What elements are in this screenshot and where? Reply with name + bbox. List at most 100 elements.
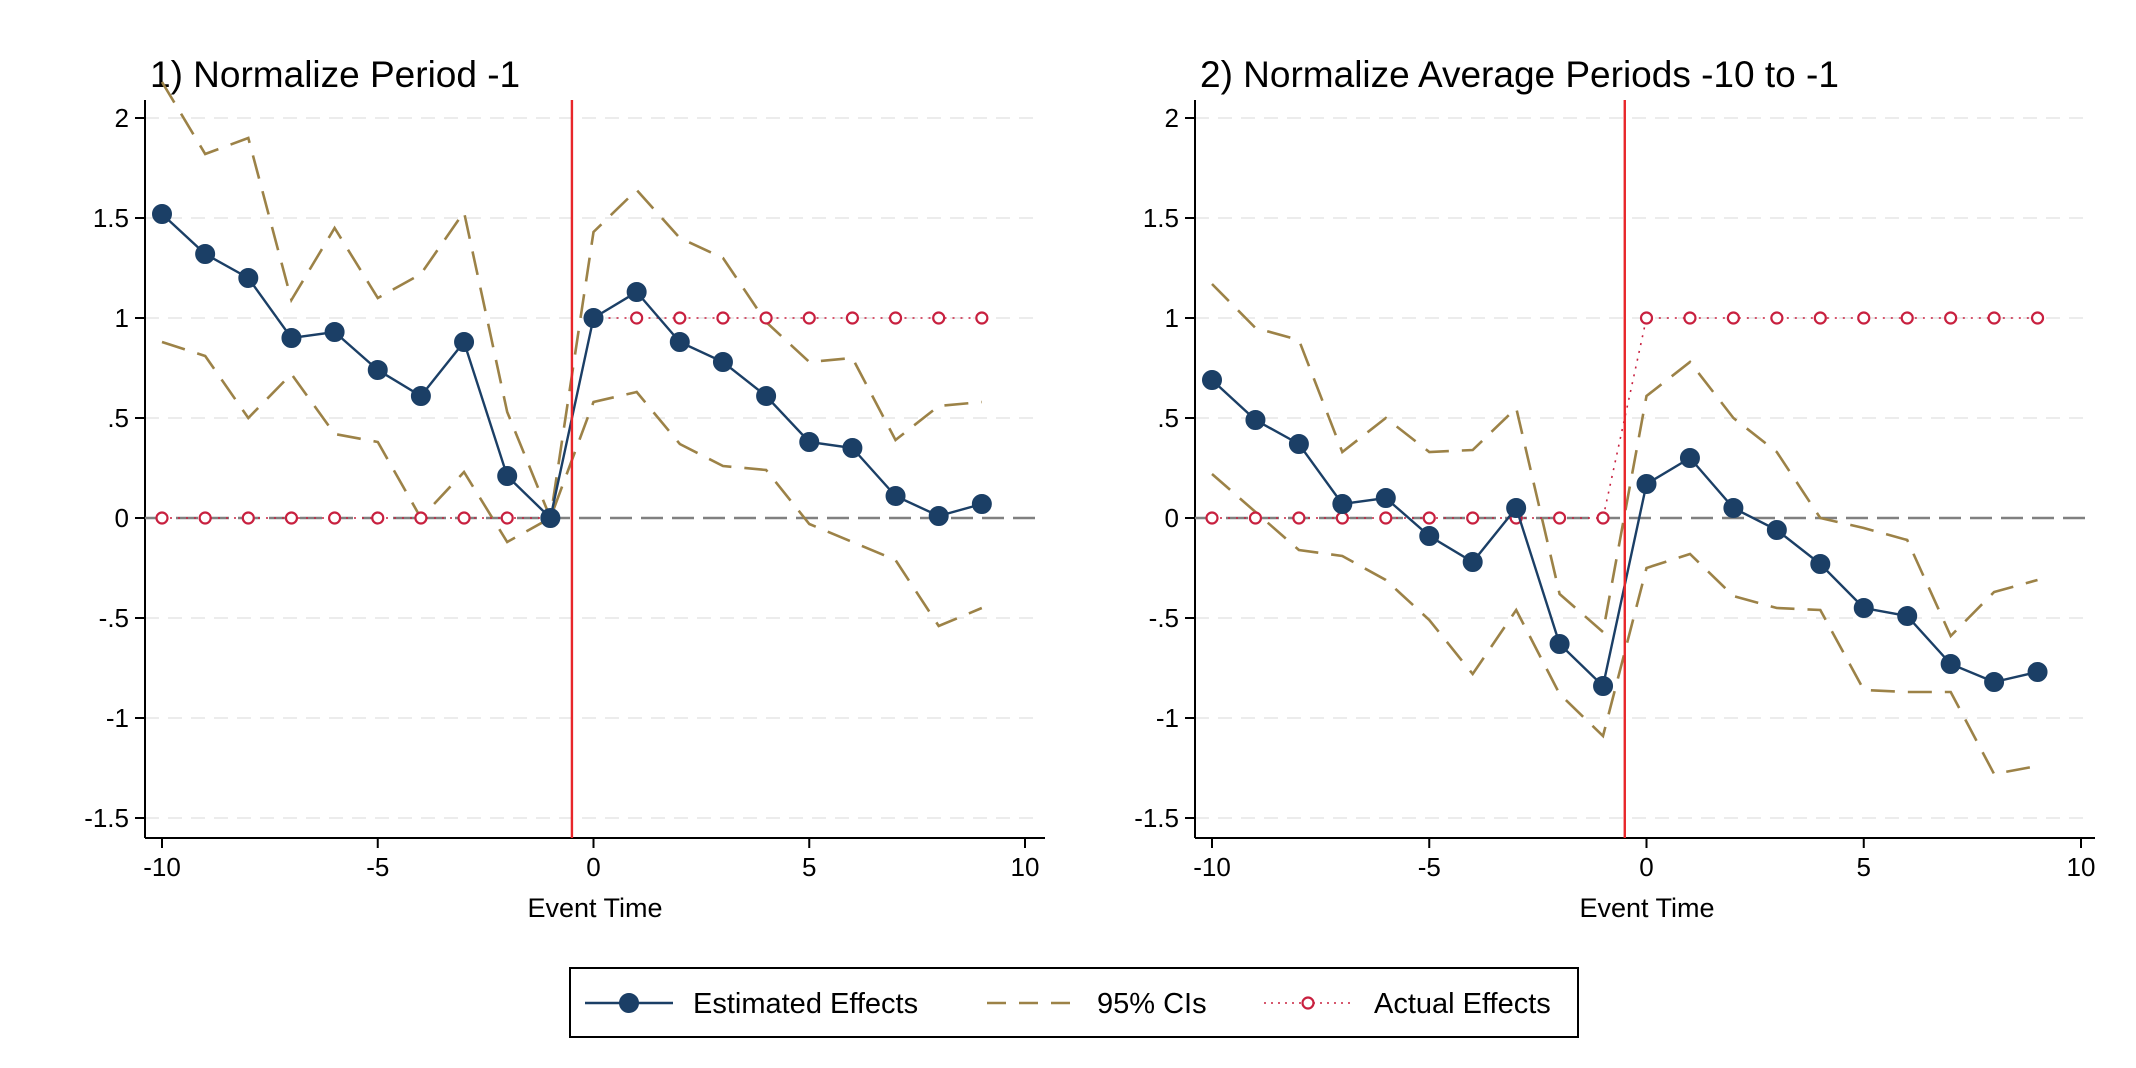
point-actual-effects [155, 511, 169, 525]
point-actual-effects [500, 511, 514, 525]
point-actual-effects [845, 311, 860, 325]
x-tick-label: -10 [143, 852, 181, 882]
point-actual-effects [1770, 311, 1784, 325]
point-estimated-effects [1810, 554, 1831, 574]
point-estimated-effects [152, 204, 172, 224]
y-tick-label: -1.5 [1134, 803, 1179, 833]
point-estimated-effects [2027, 662, 2048, 682]
point-estimated-effects [367, 360, 388, 380]
point-estimated-effects [1288, 434, 1309, 454]
point-actual-effects [759, 311, 773, 325]
y-tick-label: 2 [115, 103, 129, 133]
series-line-95-cis-lower [1211, 473, 2038, 776]
point-estimated-effects [1766, 520, 1787, 540]
point-actual-effects [284, 511, 299, 525]
point-estimated-effects [928, 506, 949, 526]
series-line-actual-effects [1212, 317, 2038, 519]
y-tick-label: -1 [106, 703, 129, 733]
point-actual-effects [673, 311, 687, 325]
x-tick-label: 0 [1639, 852, 1653, 882]
legend-label-actual: Actual Effects [1374, 988, 1551, 1020]
point-actual-effects [1422, 511, 1436, 525]
y-tick-label: 0 [115, 503, 129, 533]
point-actual-effects [241, 511, 255, 525]
point-estimated-effects [971, 494, 992, 514]
point-actual-effects [1466, 511, 1480, 525]
point-estimated-effects [885, 486, 906, 506]
point-estimated-effects [1506, 498, 1527, 518]
y-tick-label: .5 [107, 403, 129, 433]
x-axis-label: Event Time [1579, 893, 1714, 923]
point-actual-effects [1900, 311, 1914, 325]
x-tick-label: 0 [586, 852, 600, 882]
x-tick-label: -5 [1418, 852, 1441, 882]
legend: Estimated Effects 95% CIs Actual Effects [569, 967, 1579, 1038]
point-actual-effects [630, 311, 644, 325]
y-tick-label: 0 [1165, 503, 1179, 533]
legend-label-estimated: Estimated Effects [693, 988, 918, 1020]
point-actual-effects [1552, 511, 1567, 525]
point-actual-effects [1857, 311, 1871, 325]
y-tick-label: 2 [1165, 103, 1179, 133]
point-estimated-effects [454, 332, 475, 352]
point-estimated-effects [669, 332, 690, 352]
legend-box [569, 967, 1579, 1038]
point-estimated-effects [1853, 598, 1874, 618]
point-actual-effects [2030, 311, 2045, 325]
point-actual-effects [1944, 311, 1958, 325]
x-tick-label: 10 [1011, 852, 1040, 882]
x-tick-label: -10 [1193, 852, 1231, 882]
y-tick-label: -.5 [99, 603, 129, 633]
point-actual-effects [1248, 511, 1263, 525]
legend-label-ci: 95% CIs [1097, 988, 1207, 1020]
point-estimated-effects [1636, 474, 1657, 494]
panel-title: 1) Normalize Period -1 [150, 54, 520, 95]
point-estimated-effects [1245, 410, 1266, 430]
point-actual-effects [371, 511, 385, 525]
point-actual-effects [1639, 311, 1654, 325]
point-estimated-effects [281, 328, 302, 348]
point-actual-effects [1335, 511, 1349, 525]
panel-title: 2) Normalize Average Periods -10 to -1 [1200, 54, 1839, 95]
panel-normalize-average: 2) Normalize Average Periods -10 to -1 E… [1134, 54, 2095, 923]
point-estimated-effects [410, 386, 431, 406]
y-tick-label: -1 [1156, 703, 1179, 733]
point-estimated-effects [1897, 606, 1918, 626]
point-actual-effects [802, 311, 816, 325]
point-actual-effects [1205, 511, 1219, 525]
legend-marker-estimated [619, 993, 639, 1013]
point-estimated-effects [324, 322, 345, 342]
point-actual-effects [328, 511, 342, 525]
point-actual-effects [1683, 311, 1697, 325]
point-estimated-effects [1984, 672, 2005, 692]
point-estimated-effects [1332, 494, 1353, 514]
series-line-95-cis [1211, 283, 2038, 639]
point-estimated-effects [540, 508, 561, 528]
y-tick-label: 1.5 [1143, 203, 1179, 233]
point-actual-effects [414, 511, 428, 525]
x-tick-label: 5 [1857, 852, 1871, 882]
point-actual-effects [975, 311, 989, 325]
point-estimated-effects [1940, 654, 1961, 674]
y-tick-label: 1.5 [93, 203, 129, 233]
point-estimated-effects [626, 282, 647, 302]
point-actual-effects [1813, 311, 1827, 325]
point-actual-effects [716, 311, 730, 325]
point-estimated-effects [1549, 634, 1570, 654]
point-estimated-effects [1202, 370, 1222, 390]
point-estimated-effects [1679, 448, 1700, 468]
point-actual-effects [932, 311, 946, 325]
y-tick-label: -.5 [1149, 603, 1179, 633]
x-tick-label: -5 [366, 852, 389, 882]
point-estimated-effects [1419, 526, 1440, 546]
point-estimated-effects [238, 268, 259, 288]
point-estimated-effects [583, 308, 604, 328]
point-estimated-effects [1462, 552, 1483, 572]
y-tick-label: .5 [1157, 403, 1179, 433]
point-actual-effects [1292, 511, 1306, 525]
x-tick-label: 10 [2067, 852, 2096, 882]
series-line-actual-effects [162, 317, 982, 519]
legend-marker-actual [1301, 996, 1315, 1010]
